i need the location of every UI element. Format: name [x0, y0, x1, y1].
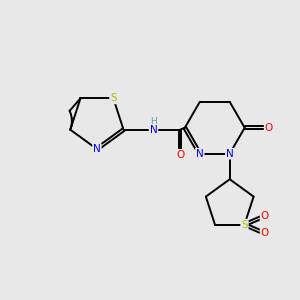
Text: N: N	[226, 149, 234, 159]
Text: O: O	[265, 123, 273, 133]
Text: N: N	[93, 144, 101, 154]
Text: O: O	[176, 150, 184, 160]
Text: O: O	[261, 228, 269, 239]
Text: O: O	[261, 211, 269, 221]
Text: S: S	[241, 220, 248, 230]
Text: N: N	[150, 125, 157, 135]
Text: H: H	[150, 118, 157, 127]
Text: S: S	[110, 93, 117, 103]
Text: N: N	[196, 149, 204, 159]
